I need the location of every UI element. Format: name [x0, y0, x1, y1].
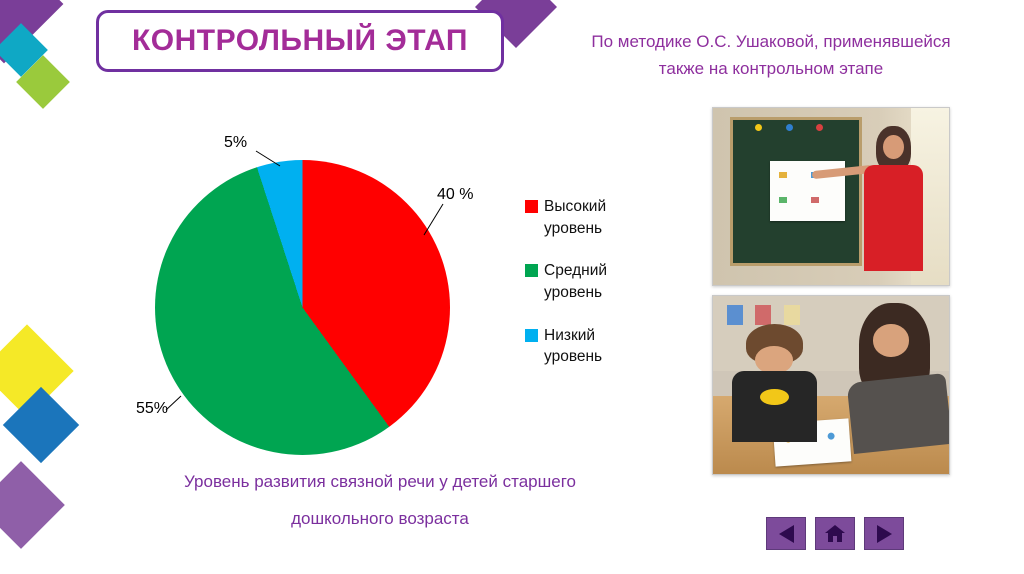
chart-caption: Уровень развития связной речи у детей ст…	[100, 472, 660, 529]
legend-item-low: Низкий уровень	[525, 325, 626, 368]
boy-shirt-logo	[760, 388, 789, 405]
nav-back-button[interactable]	[766, 517, 806, 550]
worksheet-on-board	[769, 161, 846, 222]
pie-label-high: 40 %	[437, 186, 474, 203]
shelf-toy	[755, 304, 772, 325]
nav-home-button[interactable]	[815, 517, 855, 550]
shelf-toy	[727, 304, 744, 325]
subtitle-line-2: также на контрольном этапе	[658, 59, 884, 79]
pie-label-low: 5%	[224, 134, 248, 151]
magnet-red	[815, 123, 823, 131]
legend-label-medium: Средний уровень	[544, 262, 608, 302]
shelf-toy	[783, 304, 800, 325]
slide-title-box: КОНТРОЛЬНЫЙ ЭТАП	[96, 10, 504, 72]
worksheet-figure	[778, 171, 787, 178]
magnet-blue	[785, 123, 793, 131]
legend-swatch-high	[525, 200, 538, 213]
teacher-face	[873, 324, 909, 357]
home-icon	[825, 525, 845, 542]
boy-face	[755, 345, 794, 375]
home-icon-door	[833, 536, 837, 542]
teacher-body	[846, 372, 949, 455]
girl-face	[882, 134, 905, 160]
worksheet-figure	[778, 197, 787, 204]
back-arrow-icon	[778, 524, 794, 543]
subtitle-line-1: По методике О.С. Ушаковой, применявшейся	[591, 32, 951, 51]
caption-line-1: Уровень развития связной речи у детей ст…	[184, 472, 576, 491]
legend-swatch-medium	[525, 264, 538, 278]
girl-red-shirt	[864, 164, 924, 271]
legend-item-medium: Средний уровень	[525, 260, 626, 303]
slide-navigation	[766, 517, 904, 550]
pie-chart	[155, 160, 450, 455]
photo-girl-at-board	[712, 107, 950, 286]
legend-label-low: Низкий уровень	[544, 326, 603, 366]
home-icon-roof	[825, 525, 845, 533]
pie-label-medium: 55%	[136, 400, 169, 417]
magnet-yellow	[755, 123, 763, 131]
legend-swatch-low	[525, 328, 538, 342]
nav-forward-button[interactable]	[864, 517, 904, 550]
forward-arrow-icon	[876, 524, 892, 543]
slide-subtitle: По методике О.С. Ушаковой, применявшейся…	[556, 28, 986, 82]
photo-boy-and-teacher	[712, 295, 950, 475]
caption-line-2: дошкольного возраста	[291, 509, 469, 528]
slide-title: КОНТРОЛЬНЫЙ ЭТАП	[132, 24, 468, 57]
legend-item-high: Высокий уровень	[525, 196, 626, 239]
boy-shirt	[731, 370, 817, 442]
decor-diamond-bottom-purple	[0, 461, 65, 549]
chart-legend: Высокий уровень Средний уровень Низкий у…	[525, 196, 626, 389]
worksheet-figure	[811, 197, 820, 204]
legend-label-high: Высокий уровень	[544, 198, 607, 237]
worksheet-dot	[828, 431, 836, 440]
